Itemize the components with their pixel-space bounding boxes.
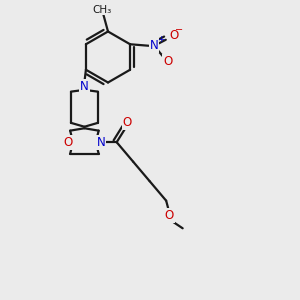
Text: O: O	[63, 136, 73, 149]
Text: N: N	[80, 80, 89, 93]
Text: N: N	[150, 39, 158, 52]
Text: O: O	[163, 55, 172, 68]
Text: O: O	[164, 209, 174, 222]
Text: −: −	[175, 25, 183, 35]
Text: CH₃: CH₃	[92, 4, 112, 15]
Text: O: O	[169, 29, 178, 42]
Text: O: O	[122, 116, 132, 129]
Text: N: N	[96, 136, 105, 149]
Text: +: +	[157, 35, 164, 44]
